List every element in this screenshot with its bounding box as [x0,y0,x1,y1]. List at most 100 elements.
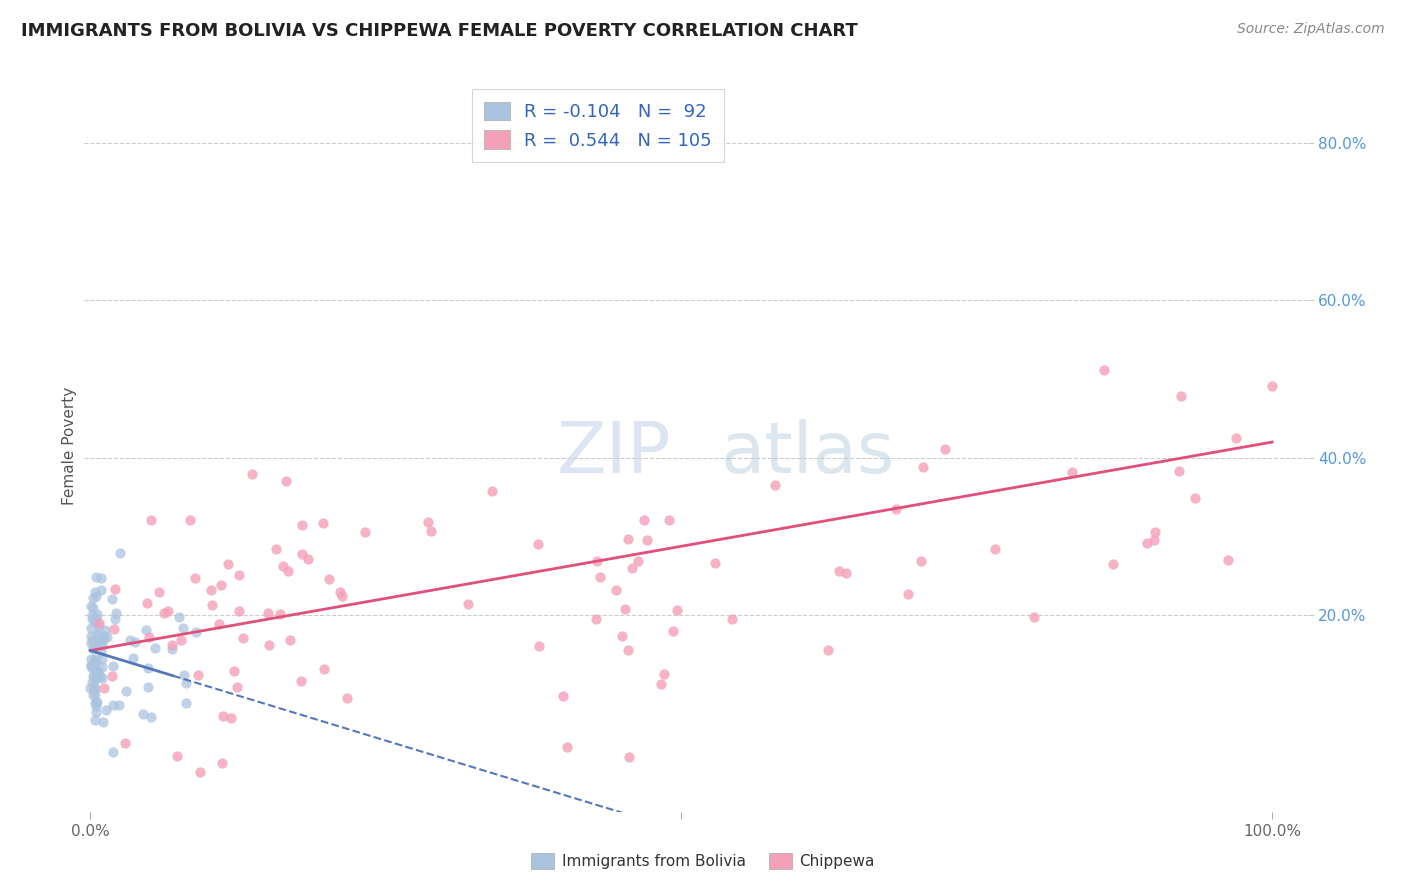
Point [156,604,179,618]
Point [1024,609,1046,624]
Point [79,681,101,696]
Point [280,632,302,647]
Point [1168,464,1191,478]
Point [188,765,211,780]
Point [329,585,352,599]
Point [83,614,105,628]
Point [93,632,115,647]
Point [1218,552,1240,566]
Point [297,552,319,566]
Point [291,547,314,561]
Point [87,664,110,678]
Point [228,568,250,582]
Point [138,630,160,644]
Point [84,672,107,686]
Point [104,612,127,626]
Point [83,655,105,669]
Point [354,525,377,540]
Point [108,546,131,560]
Point [86,667,108,681]
Point [94,703,117,717]
Point [834,566,856,580]
Point [633,513,655,527]
Point [934,442,956,456]
Point [101,658,124,673]
Point [627,554,650,568]
Point [79,629,101,643]
Point [107,698,129,713]
Point [1136,536,1159,550]
Point [84,695,107,709]
Point [83,679,105,693]
Point [910,553,932,567]
Point [87,615,110,630]
Point [416,515,439,529]
Point [621,561,644,575]
Point [277,565,299,579]
Point [104,606,127,620]
Point [1225,431,1247,445]
Point [80,633,103,648]
Point [84,585,107,599]
Legend: Immigrants from Bolivia, Chippewa: Immigrants from Bolivia, Chippewa [526,847,880,875]
Point [184,571,207,585]
Point [1092,362,1115,376]
Point [273,558,295,573]
Point [169,610,191,624]
Point [80,636,103,650]
Point [912,459,935,474]
Point [457,597,479,611]
Text: atlas: atlas [720,419,894,488]
Point [704,556,727,570]
Point [82,612,104,626]
Point [80,599,103,613]
Point [124,635,146,649]
Point [86,695,108,709]
Point [91,652,114,666]
Point [136,681,159,695]
Point [617,643,640,657]
Point [87,619,110,633]
Point [314,662,336,676]
Point [86,665,108,680]
Point [90,659,112,673]
Point [527,639,550,653]
Point [91,715,114,730]
Point [141,513,163,527]
Point [84,570,107,584]
Point [100,592,122,607]
Point [143,641,166,656]
Legend: R = -0.104   N =  92, R =  0.544   N = 105: R = -0.104 N = 92, R = 0.544 N = 105 [472,89,724,162]
Point [103,622,125,636]
Point [87,637,110,651]
Point [82,591,104,605]
Point [179,513,201,527]
Point [897,587,920,601]
Point [82,669,104,683]
Point [318,572,340,586]
Point [1184,491,1206,505]
Point [228,604,250,618]
Point [589,570,612,584]
Point [80,658,103,673]
Point [86,666,108,681]
Point [84,665,107,680]
Point [83,669,105,683]
Point [83,615,105,629]
Point [1170,389,1192,403]
Text: Source: ZipAtlas.com: Source: ZipAtlas.com [1237,22,1385,37]
Point [636,533,658,547]
Point [89,669,111,683]
Point [616,532,638,546]
Point [291,518,314,533]
Point [86,628,108,642]
Point [613,602,636,616]
Point [148,585,170,599]
Point [91,671,114,685]
Point [274,474,297,488]
Point [152,606,174,620]
Point [257,607,280,621]
Text: ZIP: ZIP [557,419,672,488]
Point [585,612,607,626]
Point [96,630,118,644]
